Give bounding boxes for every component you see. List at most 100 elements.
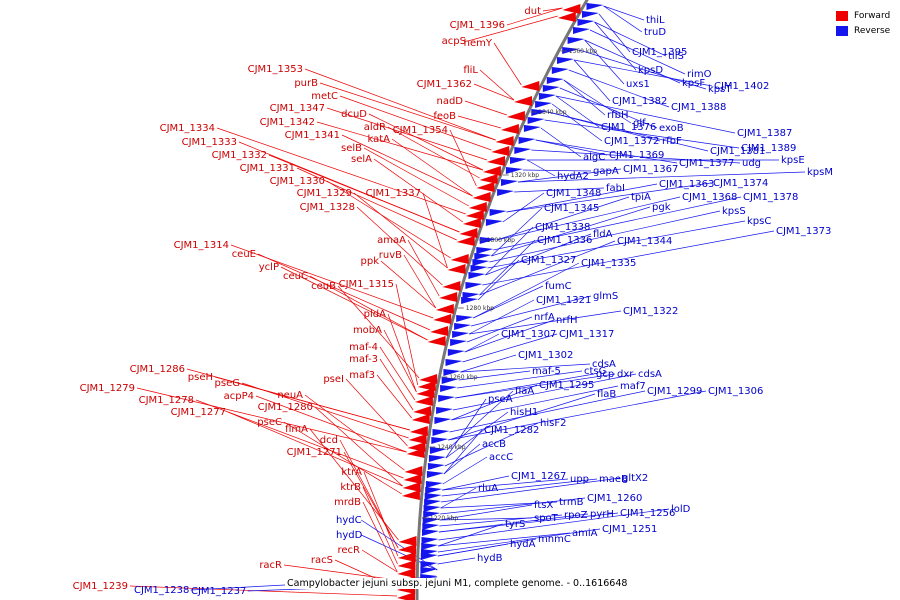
reverse-gene-label[interactable]: CJM1_1402	[714, 81, 769, 92]
forward-gene-label[interactable]: yclP	[259, 262, 279, 273]
forward-gene-label[interactable]: amaA	[377, 235, 406, 246]
reverse-gene-label[interactable]: CJM1_1238	[134, 585, 189, 596]
forward-gene-label[interactable]: pseC	[257, 417, 282, 428]
reverse-gene-label[interactable]: hydD	[336, 530, 363, 541]
reverse-gene-label[interactable]: CJM1_1338	[535, 222, 590, 233]
reverse-gene-label[interactable]: CJM1_1322	[623, 306, 678, 317]
reverse-gene-label[interactable]: exoB	[659, 123, 684, 134]
forward-gene-label[interactable]: metC	[311, 91, 338, 102]
reverse-gene-label[interactable]: CJM1_1372	[604, 136, 659, 147]
forward-gene-label[interactable]: CJM1_1333	[182, 137, 237, 148]
forward-gene-label[interactable]: CJM1_1315	[339, 279, 394, 290]
forward-gene-label[interactable]: CJM1_1347	[270, 103, 325, 114]
reverse-gene-label[interactable]: amiA	[572, 528, 598, 539]
reverse-gene-label[interactable]: hisF2	[540, 418, 566, 429]
reverse-gene-label[interactable]: CJM1_1367	[623, 164, 678, 175]
reverse-gene-label[interactable]: glf	[633, 118, 646, 129]
forward-gene-label[interactable]: ppk	[361, 256, 380, 267]
forward-gene-label[interactable]: CJM1_1314	[174, 240, 229, 251]
reverse-gene-label[interactable]: CJM1_1389	[741, 143, 796, 154]
reverse-gene-label[interactable]: kpsC	[747, 216, 771, 227]
forward-gene-label[interactable]: racR	[259, 560, 282, 571]
forward-gene-label[interactable]: CJM1_1331	[240, 163, 295, 174]
reverse-gene-label[interactable]: kpsT	[708, 84, 732, 95]
reverse-gene-label[interactable]: tyrS	[505, 519, 525, 530]
reverse-gene-label[interactable]: CJM1_1267	[511, 471, 566, 482]
forward-gene-label[interactable]: ktrA	[341, 467, 362, 478]
forward-gene-label[interactable]: pldA	[364, 309, 386, 320]
reverse-gene-label[interactable]: lolD	[671, 504, 691, 515]
reverse-gene-label[interactable]: hydB	[477, 553, 503, 564]
forward-gene-label[interactable]: CJM1_1332	[212, 150, 267, 161]
reverse-gene-label[interactable]: cdsA	[638, 369, 662, 380]
reverse-gene-label[interactable]: cdsA	[592, 359, 616, 370]
forward-gene-label[interactable]: CJM1_1334	[160, 123, 215, 134]
reverse-gene-label[interactable]: ctsG	[584, 366, 606, 377]
forward-gene-label[interactable]: selA	[351, 154, 372, 165]
forward-gene-label[interactable]: CJM1_1329	[297, 188, 352, 199]
reverse-gene-label[interactable]: CJM1_1260	[587, 493, 642, 504]
forward-gene-label[interactable]: CJM1_1279	[80, 383, 135, 394]
forward-gene-label[interactable]: CJM1_1239	[73, 581, 128, 592]
forward-gene-label[interactable]: selB	[341, 143, 362, 154]
reverse-gene-label[interactable]: CJM1_1378	[743, 192, 798, 203]
forward-gene-label[interactable]: CJM1_1277	[171, 407, 226, 418]
reverse-gene-label[interactable]: fabI	[606, 183, 625, 194]
reverse-gene-label[interactable]: kpsM	[807, 167, 833, 178]
forward-gene-label[interactable]: pseI	[323, 374, 344, 385]
reverse-gene-label[interactable]: CJM1_1307	[501, 329, 556, 340]
forward-gene-label[interactable]: maf-3	[349, 354, 378, 365]
reverse-gene-label[interactable]: CJM1_1377	[679, 158, 734, 169]
reverse-gene-label[interactable]: kpsS	[722, 206, 746, 217]
reverse-gene-label[interactable]: hydC	[336, 515, 362, 526]
forward-gene-label[interactable]: acpS	[442, 36, 466, 47]
reverse-gene-label[interactable]: rfbH	[607, 110, 629, 121]
forward-gene-label[interactable]: katA	[367, 134, 390, 145]
reverse-gene-label[interactable]: CJM1_1374	[713, 178, 768, 189]
reverse-gene-label[interactable]: kpsD	[638, 65, 663, 76]
reverse-gene-label[interactable]: CJM1_1299	[647, 386, 702, 397]
reverse-gene-label[interactable]: maf7	[620, 381, 646, 392]
reverse-gene-label[interactable]: maf-5	[532, 366, 561, 377]
reverse-gene-label[interactable]: hisH1	[510, 407, 538, 418]
reverse-gene-label[interactable]: thiL	[646, 15, 665, 26]
forward-gene-label[interactable]: recR	[338, 545, 361, 556]
reverse-gene-label[interactable]: CJM1_1335	[581, 258, 636, 269]
reverse-gene-label[interactable]: CJM1_1317	[559, 329, 614, 340]
reverse-gene-label[interactable]: pseA	[488, 394, 513, 405]
reverse-gene-label[interactable]: rpoZ	[564, 510, 588, 521]
forward-gene-label[interactable]: feoB	[433, 111, 456, 122]
forward-gene-label[interactable]: ceuC	[283, 271, 308, 282]
forward-gene-label[interactable]: neuA	[277, 390, 303, 401]
reverse-gene-label[interactable]: kpsE	[781, 155, 805, 166]
forward-gene-label[interactable]: flmA	[285, 424, 308, 435]
forward-gene-label[interactable]: CJM1_1337	[366, 188, 421, 199]
forward-gene-label[interactable]: CJM1_1328	[300, 202, 355, 213]
reverse-gene-label[interactable]: accC	[489, 452, 513, 463]
forward-gene-label[interactable]: nadD	[436, 96, 463, 107]
reverse-gene-label[interactable]: hydA2	[557, 171, 589, 182]
reverse-gene-label[interactable]: CJM1_1251	[602, 524, 657, 535]
forward-gene-label[interactable]: CJM1_1271	[287, 447, 342, 458]
forward-gene-label[interactable]: maf-4	[349, 342, 378, 353]
reverse-gene-label[interactable]: CJM1_1381	[710, 146, 765, 157]
forward-gene-label[interactable]: racS	[311, 555, 333, 566]
reverse-gene-label[interactable]: CJM1_1387	[737, 128, 792, 139]
reverse-gene-label[interactable]: flaA	[515, 386, 534, 397]
reverse-gene-label[interactable]: flaB	[597, 389, 616, 400]
reverse-gene-label[interactable]: CJM1_1327	[521, 255, 576, 266]
reverse-gene-label[interactable]: pgk	[652, 202, 671, 213]
forward-gene-label[interactable]: dcuD	[341, 109, 367, 120]
forward-gene-label[interactable]: maf3	[349, 370, 375, 381]
forward-gene-label[interactable]: mobA	[353, 325, 382, 336]
reverse-gene-label[interactable]: CJM1_1368	[682, 192, 737, 203]
reverse-gene-label[interactable]: CJM1_1302	[518, 350, 573, 361]
reverse-gene-label[interactable]: rimO	[687, 69, 712, 80]
reverse-gene-label[interactable]: truD	[644, 27, 666, 38]
reverse-gene-label[interactable]: gapA	[593, 166, 619, 177]
reverse-gene-label[interactable]: tpiA	[631, 192, 651, 203]
forward-gene-label[interactable]: acpP4	[224, 391, 254, 402]
forward-gene-label[interactable]: purB	[294, 78, 318, 89]
forward-gene-label[interactable]: CJM1_1286	[130, 364, 185, 375]
reverse-gene-label[interactable]: trmB	[559, 497, 584, 508]
